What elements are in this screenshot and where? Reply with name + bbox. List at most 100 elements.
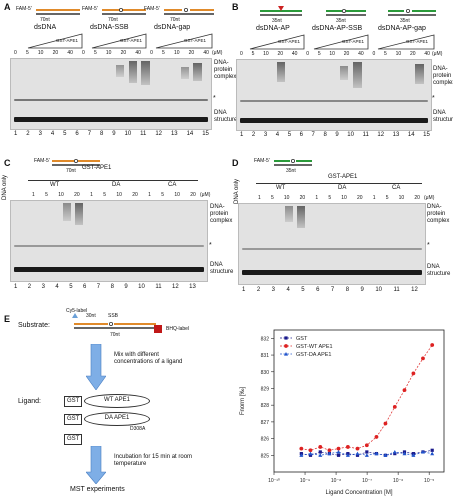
flow-arrow-1 [86, 344, 106, 390]
legend-label-2: GST-DA APE1 [296, 352, 331, 358]
panel-d-lane-numbers: 1 2 3 4 5 6 7 8 9 10 11 12 [242, 287, 418, 293]
data-point [308, 453, 313, 457]
lane: 4 [286, 287, 290, 293]
conc: 10 [395, 51, 402, 57]
y-tick-label: 825 [261, 453, 270, 459]
panel-d-dna-only: DNA only [234, 178, 240, 204]
data-point [355, 446, 360, 451]
conc: 5 [251, 51, 255, 57]
data-point [345, 445, 350, 449]
lane: 8 [99, 131, 104, 137]
conc: 40 [424, 51, 430, 57]
lane: 5 [287, 132, 292, 138]
data-point [430, 448, 434, 452]
lane: 13 [170, 131, 178, 137]
data-point [336, 446, 341, 451]
data-point [383, 421, 388, 426]
panel-a-concentration-wedges [27, 33, 213, 49]
panel-b-lane-numbers: 1 2 3 4 5 6 7 8 9 10 11 12 13 14 15 [240, 132, 430, 138]
data-point [318, 445, 323, 449]
panel-b-enzyme-3: GST-APE1 [406, 39, 429, 44]
conc: 5 [162, 50, 165, 56]
mst-chart: 825 826 827 828 829 830 831 832 10⁻¹⁰ 10⁻⁹ 10⁻⁸ 10⁻… [240, 329, 445, 496]
lane: 11 [140, 131, 147, 137]
lane: 12 [377, 132, 385, 138]
conc: 40 [358, 51, 364, 57]
data-point [364, 453, 369, 457]
conc: 20 [409, 51, 416, 57]
conc: 40 [135, 50, 141, 56]
lane: 9 [360, 287, 364, 293]
lane: 1 [242, 287, 246, 293]
mst-substrate-diagram [72, 313, 162, 333]
panel-b-complex-label: DNA-protein complex [433, 66, 453, 86]
lane: 5 [63, 131, 67, 137]
panel-b: B 35nt 35nt 35nt dsDNA-AP dsDNA-AP-SSB d… [228, 0, 453, 150]
panel-c-structure-label: DNA structure [210, 262, 234, 275]
conc: 5 [93, 50, 97, 56]
y-axis-label: Fnorm [‰] [240, 387, 246, 416]
plot-frame [273, 329, 445, 473]
y-tick-label: 831 [261, 353, 270, 359]
conc: 10 [263, 51, 269, 57]
series-line-1 [301, 344, 433, 451]
data-point [299, 453, 304, 457]
panel-b-label: B [232, 2, 239, 12]
panel-c-group-rule [28, 180, 198, 181]
lane: 6 [299, 132, 303, 138]
panel-c-unit: (μM) [200, 192, 211, 198]
legend-marker [284, 344, 288, 348]
lane: 1 [14, 131, 18, 137]
conc: 20 [120, 50, 127, 56]
conc: 20 [52, 50, 59, 56]
ligand-2-protein: DA APE1 [84, 412, 150, 426]
panel-b-concentrations: 0 5 10 20 40 0 5 10 20 40 0 5 10 20 40 [240, 51, 430, 57]
lane: 1 [240, 132, 244, 138]
conc: 1 [32, 192, 35, 198]
data-point [336, 453, 341, 457]
panel-a-length-3: 70nt [170, 17, 180, 23]
lane: 13 [392, 132, 400, 138]
lane: 10 [375, 287, 382, 293]
lane: 14 [407, 132, 415, 138]
panel-c: C FAM-5' 70nt GST-APE1 DNA only WT DA CA… [0, 150, 234, 300]
conc: 0 [14, 50, 17, 56]
panel-b-unit: (μM) [432, 51, 443, 57]
incubation-step: Incubation for 15 min at room temperatur… [114, 454, 193, 467]
lane: 12 [155, 131, 163, 137]
panel-d-gel [238, 203, 426, 285]
panel-e: E Substrate: Cy5-label 30nt SSB 70nt BHQ… [0, 300, 453, 500]
panel-a-enzyme-3: GST-APE1 [184, 38, 207, 43]
panel-c-group-da: DA [112, 182, 121, 188]
panel-b-enzyme-2: GST-APE1 [342, 39, 365, 44]
conc: 20 [74, 192, 80, 198]
lane: 15 [202, 131, 209, 137]
conc: 20 [188, 50, 195, 56]
legend-label-0: GST [296, 336, 308, 342]
panel-c-group-wt: WT [50, 182, 60, 188]
data-point [430, 451, 435, 456]
panel-c-complex-label: DNA-protein complex [210, 204, 233, 224]
lane: 12 [411, 287, 418, 293]
data-point [374, 451, 379, 456]
panel-b-substrate-1: dsDNA-AP [256, 25, 290, 32]
panel-b-substrate-3: dsDNA-AP-gap [378, 25, 426, 32]
panel-b-star: * [432, 95, 435, 102]
data-point [364, 443, 369, 448]
conc: 5 [103, 192, 106, 198]
lane: 9 [335, 132, 339, 138]
panel-b-gel [236, 59, 432, 131]
lane: 7 [87, 131, 92, 137]
panel-b-concentration-wedges [249, 34, 435, 50]
panel-a-substrate-diagrams [36, 8, 214, 15]
data-point [420, 449, 425, 454]
panel-b-substrate-diagrams [260, 6, 436, 16]
panel-a-enzyme-2: GST-APE1 [120, 38, 143, 43]
legend-marker [284, 352, 288, 356]
substrate-heading: Substrate: [18, 322, 50, 329]
panel-c-length: 70nt [66, 168, 76, 174]
legend-marker [284, 336, 288, 340]
panel-a-lane-numbers: 1 2 3 4 5 6 7 8 9 10 11 12 13 14 15 [14, 131, 209, 137]
panel-a-gel [10, 58, 212, 130]
lane: 4 [55, 284, 59, 290]
